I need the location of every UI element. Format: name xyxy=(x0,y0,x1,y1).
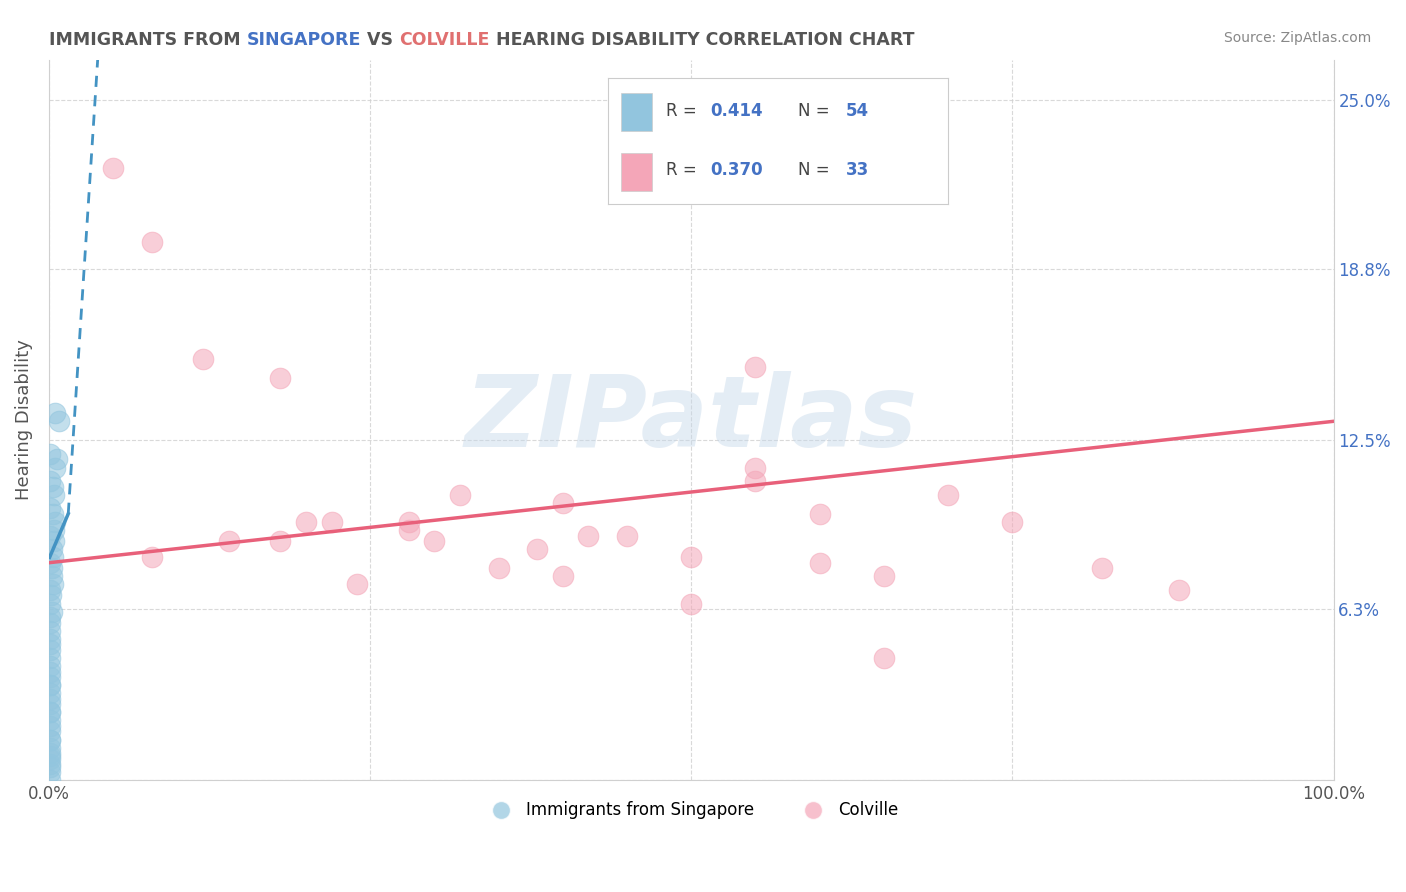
Point xyxy=(38,756,60,771)
Point xyxy=(744,474,766,488)
Point xyxy=(449,488,471,502)
Point xyxy=(48,414,70,428)
Point xyxy=(616,528,638,542)
Point xyxy=(38,773,60,788)
Point xyxy=(38,724,60,739)
Point xyxy=(551,569,574,583)
Point xyxy=(681,550,703,565)
Point xyxy=(38,760,60,774)
Point xyxy=(39,588,62,602)
Point xyxy=(346,577,368,591)
Point xyxy=(38,714,60,728)
Point xyxy=(808,556,831,570)
Point xyxy=(744,460,766,475)
Point xyxy=(38,474,60,488)
Point xyxy=(42,577,65,591)
Point xyxy=(38,751,60,765)
Point xyxy=(321,515,343,529)
Point xyxy=(191,351,214,366)
Point xyxy=(42,507,65,521)
Text: HEARING DISABILITY CORRELATION CHART: HEARING DISABILITY CORRELATION CHART xyxy=(489,31,914,49)
Point xyxy=(423,533,446,548)
Point xyxy=(808,507,831,521)
Point xyxy=(398,523,420,537)
Point xyxy=(39,597,62,611)
Point xyxy=(103,161,125,176)
Point xyxy=(38,765,60,780)
Point xyxy=(39,678,62,692)
Point xyxy=(681,597,703,611)
Point xyxy=(526,542,548,557)
Point xyxy=(41,605,63,619)
Point xyxy=(38,637,60,651)
Point xyxy=(39,697,62,711)
Point xyxy=(38,501,60,516)
Point xyxy=(38,528,60,542)
Point xyxy=(141,550,163,565)
Point xyxy=(41,569,63,583)
Point xyxy=(41,542,63,557)
Text: ZIPatlas: ZIPatlas xyxy=(464,371,918,468)
Point xyxy=(38,732,60,747)
Point xyxy=(218,533,240,548)
Point xyxy=(398,515,420,529)
Text: VS: VS xyxy=(361,31,399,49)
Point xyxy=(1001,515,1024,529)
Point xyxy=(141,235,163,249)
Point xyxy=(488,561,510,575)
Point xyxy=(41,561,63,575)
Point xyxy=(38,582,60,597)
Point xyxy=(39,706,62,720)
Point xyxy=(38,732,60,747)
Point xyxy=(42,488,65,502)
Text: IMMIGRANTS FROM: IMMIGRANTS FROM xyxy=(49,31,247,49)
Point xyxy=(936,488,959,502)
Point xyxy=(45,452,67,467)
Legend: Immigrants from Singapore, Colville: Immigrants from Singapore, Colville xyxy=(478,795,904,826)
Point xyxy=(39,624,62,638)
Point xyxy=(551,496,574,510)
Text: Source: ZipAtlas.com: Source: ZipAtlas.com xyxy=(1223,31,1371,45)
Point xyxy=(39,670,62,684)
Point xyxy=(38,740,60,755)
Point xyxy=(38,665,60,679)
Point xyxy=(39,632,62,646)
Point xyxy=(42,479,65,493)
Point xyxy=(269,371,291,385)
Point xyxy=(39,651,62,665)
Point xyxy=(39,642,62,657)
Point xyxy=(38,746,60,760)
Point xyxy=(42,523,65,537)
Point xyxy=(38,447,60,461)
Point xyxy=(39,615,62,630)
Point xyxy=(38,610,60,624)
Point xyxy=(42,550,65,565)
Text: COLVILLE: COLVILLE xyxy=(399,31,489,49)
Point xyxy=(44,515,66,529)
Point xyxy=(42,533,65,548)
Point xyxy=(39,686,62,700)
Point xyxy=(38,719,60,733)
Y-axis label: Hearing Disability: Hearing Disability xyxy=(15,340,32,500)
Point xyxy=(578,528,600,542)
Point xyxy=(38,556,60,570)
Point xyxy=(873,651,896,665)
Point xyxy=(38,748,60,763)
Point xyxy=(1168,582,1191,597)
Text: SINGAPORE: SINGAPORE xyxy=(247,31,361,49)
Point xyxy=(44,406,66,420)
Point xyxy=(38,691,60,706)
Point xyxy=(269,533,291,548)
Point xyxy=(38,678,60,692)
Point xyxy=(38,706,60,720)
Point xyxy=(295,515,318,529)
Point xyxy=(39,659,62,673)
Point xyxy=(1091,561,1114,575)
Point xyxy=(44,460,66,475)
Point xyxy=(873,569,896,583)
Point xyxy=(744,359,766,374)
